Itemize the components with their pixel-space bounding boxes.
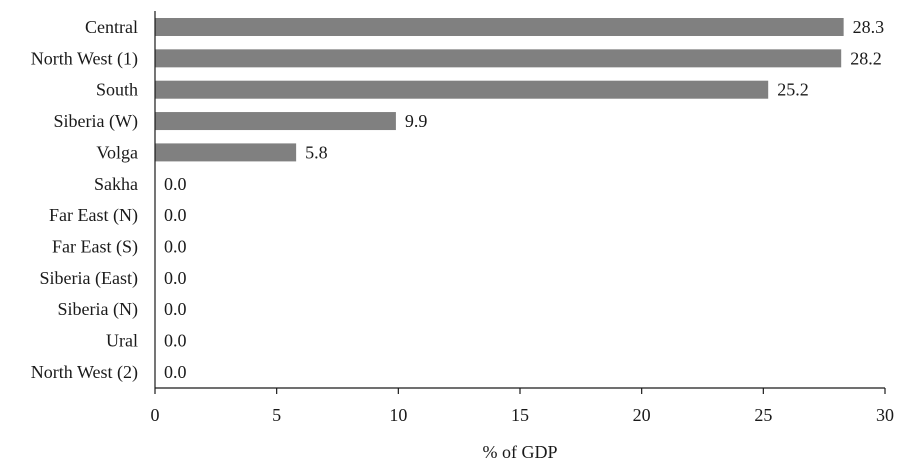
category-label: Ural bbox=[106, 331, 138, 351]
bar-north-west-1 bbox=[155, 49, 842, 68]
bar-siberia-w bbox=[155, 112, 396, 131]
x-tick-label: 10 bbox=[389, 405, 407, 425]
category-label: Far East (N) bbox=[49, 205, 138, 226]
value-labels-group: 28.3 28.2 25.2 9.9 5.8 0.0 0.0 0.0 0.0 0.0 0.0 0.0 bbox=[164, 17, 884, 382]
bar-central bbox=[155, 18, 844, 36]
x-tick-label: 5 bbox=[272, 405, 281, 425]
value-label: 25.2 bbox=[777, 80, 809, 100]
category-label: South bbox=[96, 80, 138, 100]
category-label: Siberia (N) bbox=[58, 299, 138, 320]
category-labels-group: Central North West (1) South Siberia (W) Vol… bbox=[31, 17, 138, 383]
value-label: 0.0 bbox=[164, 331, 187, 351]
x-tick-label: 25 bbox=[754, 405, 772, 425]
value-label: 0.0 bbox=[164, 236, 187, 256]
value-label: 5.8 bbox=[305, 142, 328, 162]
value-label: 28.2 bbox=[850, 48, 882, 68]
category-label: Volga bbox=[96, 142, 138, 162]
category-label: North West (2) bbox=[31, 362, 138, 383]
value-label: 0.0 bbox=[164, 362, 187, 382]
bar-volga bbox=[155, 143, 297, 162]
bars-group bbox=[155, 18, 844, 162]
x-axis-title: % of GDP bbox=[483, 442, 558, 462]
x-tick-label: 20 bbox=[633, 405, 651, 425]
x-tick-label: 30 bbox=[876, 405, 894, 425]
category-label: Far East (S) bbox=[52, 236, 138, 257]
value-label: 0.0 bbox=[164, 174, 187, 194]
value-label: 0.0 bbox=[164, 205, 187, 225]
value-label: 0.0 bbox=[164, 299, 187, 319]
category-label: Siberia (W) bbox=[54, 111, 138, 132]
category-label: Sakha bbox=[94, 174, 138, 194]
value-label: 9.9 bbox=[405, 111, 428, 131]
bar-south bbox=[155, 80, 769, 99]
x-tick-label: 15 bbox=[511, 405, 529, 425]
category-label: North West (1) bbox=[31, 48, 138, 69]
value-label: 0.0 bbox=[164, 268, 187, 288]
x-tick-label: 0 bbox=[151, 405, 160, 425]
value-label: 28.3 bbox=[853, 17, 885, 37]
category-label: Siberia (East) bbox=[40, 268, 138, 289]
x-ticks-group: 0 5 10 15 20 25 30 bbox=[151, 388, 894, 425]
category-label: Central bbox=[85, 17, 138, 37]
